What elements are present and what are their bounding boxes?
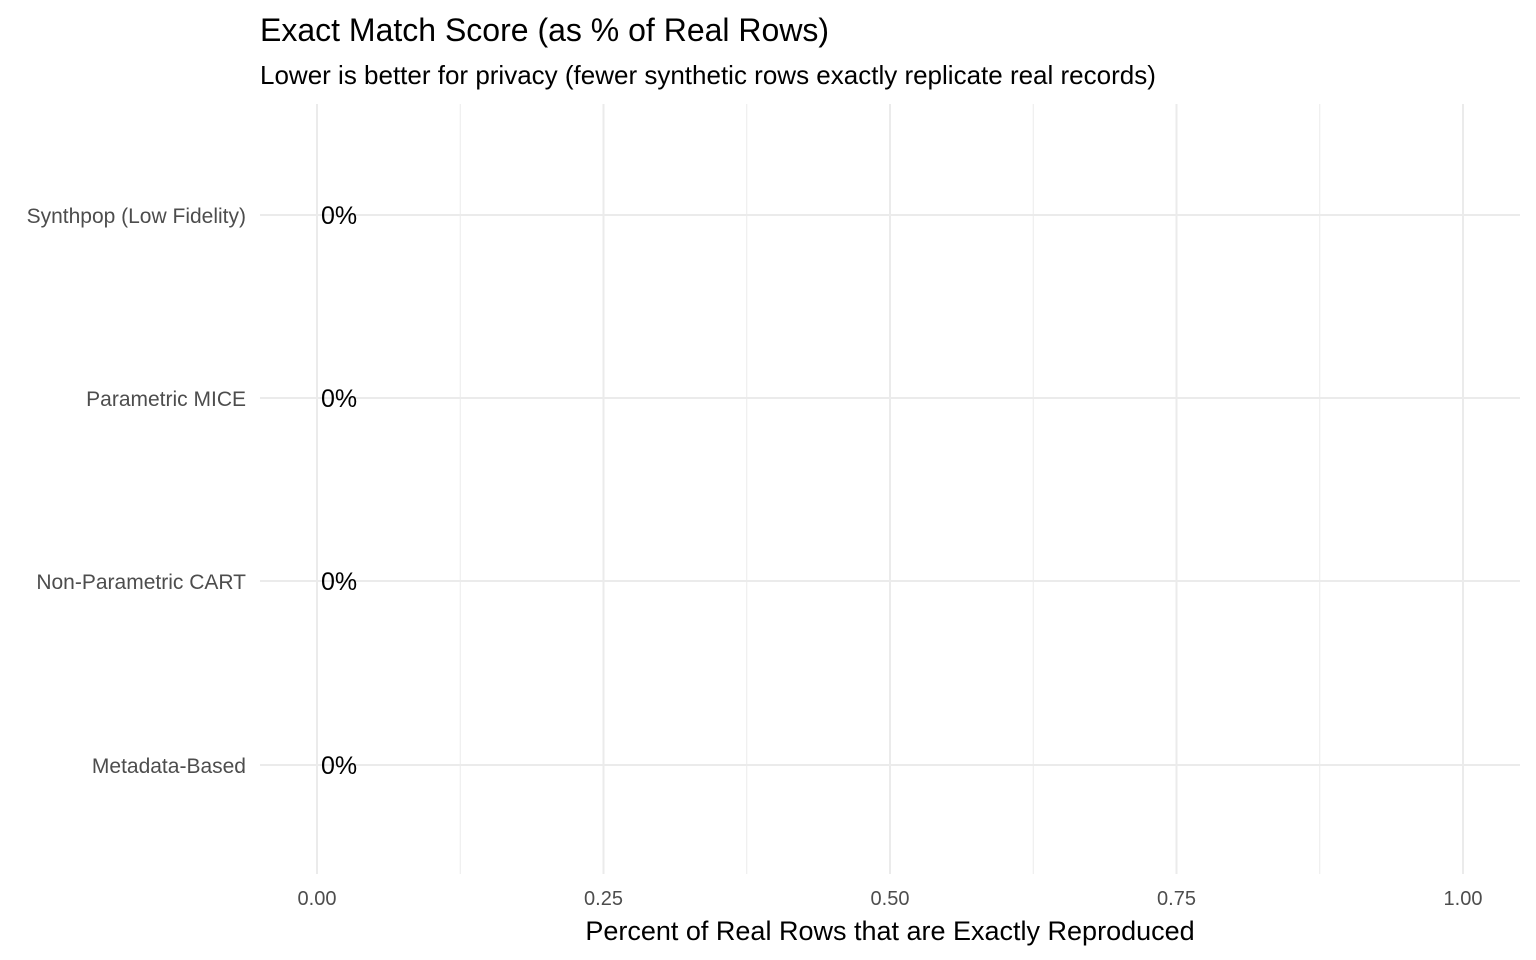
data-label: 0% (321, 202, 357, 230)
x-axis-tick-label: 0.50 (871, 888, 910, 910)
x-axis-tick-label: 0.00 (298, 888, 337, 910)
data-label: 0% (321, 385, 357, 413)
x-axis-tick-label: 1.00 (1444, 888, 1483, 910)
chart-subtitle: Lower is better for privacy (fewer synth… (260, 60, 1156, 90)
x-axis-title: Percent of Real Rows that are Exactly Re… (585, 916, 1194, 946)
y-axis-category-label: Parametric MICE (86, 388, 246, 411)
y-axis-category-labels: Synthpop (Low Fidelity) Parametric MICE No… (27, 205, 247, 778)
y-axis-category-label: Synthpop (Low Fidelity) (27, 205, 246, 228)
x-axis-tick-label: 0.25 (584, 888, 623, 910)
y-axis-category-label: Metadata-Based (92, 755, 246, 778)
x-axis-tick-labels: 0.00 0.25 0.50 0.75 1.00 (298, 888, 1483, 910)
data-labels: 0% 0% 0% 0% (321, 202, 357, 780)
chart-title: Exact Match Score (as % of Real Rows) (260, 12, 829, 48)
data-label: 0% (321, 752, 357, 780)
data-label: 0% (321, 568, 357, 596)
gridlines (260, 104, 1520, 874)
x-axis-tick-label: 0.75 (1157, 888, 1196, 910)
y-axis-category-label: Non-Parametric CART (36, 571, 246, 594)
